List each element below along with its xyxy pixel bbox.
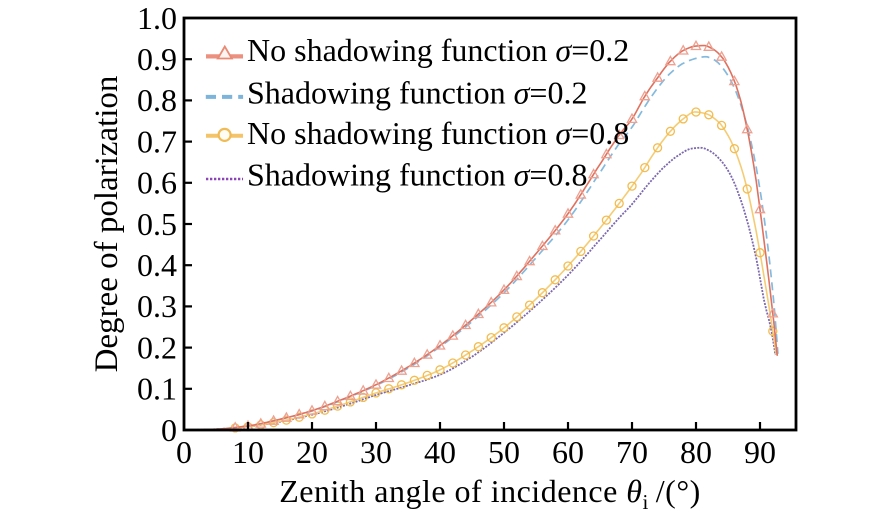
svg-text:0.3: 0.3 [137, 288, 177, 324]
svg-text:Shadowing function σ=0.8: Shadowing function σ=0.8 [247, 157, 587, 193]
svg-text:Shadowing function σ=0.2: Shadowing function σ=0.2 [247, 75, 587, 111]
svg-text:0.6: 0.6 [137, 165, 177, 201]
svg-text:80: 80 [680, 434, 712, 470]
svg-text:0.4: 0.4 [137, 247, 177, 283]
svg-text:0.1: 0.1 [137, 371, 177, 407]
svg-text:0.2: 0.2 [137, 329, 177, 365]
svg-text:Zenith angle of incidence θi /: Zenith angle of incidence θi /(°) [279, 473, 701, 514]
svg-text:Degree of polarization: Degree of polarization [89, 76, 125, 373]
svg-text:0.5: 0.5 [137, 206, 177, 242]
svg-text:0: 0 [161, 412, 177, 448]
svg-text:30: 30 [360, 434, 392, 470]
svg-text:0.8: 0.8 [137, 82, 177, 118]
svg-text:40: 40 [424, 434, 456, 470]
svg-text:0: 0 [176, 434, 192, 470]
svg-text:90: 90 [744, 434, 776, 470]
svg-text:60: 60 [552, 434, 584, 470]
svg-text:20: 20 [296, 434, 328, 470]
svg-text:1.0: 1.0 [137, 0, 177, 36]
svg-text:0.9: 0.9 [137, 41, 177, 77]
svg-text:50: 50 [488, 434, 520, 470]
svg-text:0.7: 0.7 [137, 123, 177, 159]
svg-text:No shadowing function σ=0.2: No shadowing function σ=0.2 [247, 32, 629, 68]
svg-text:10: 10 [232, 434, 264, 470]
svg-text:70: 70 [616, 434, 648, 470]
svg-text:No shadowing function σ=0.8: No shadowing function σ=0.8 [247, 115, 629, 151]
